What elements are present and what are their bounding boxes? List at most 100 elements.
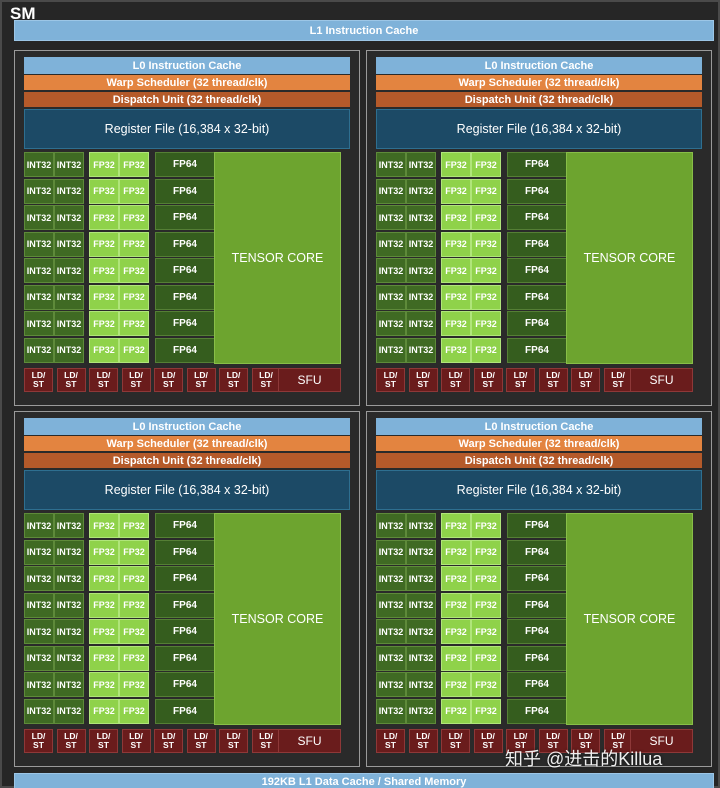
register-file: Register File (16,384 x 32-bit) bbox=[376, 109, 702, 149]
ld-st-label-bottom: ST bbox=[580, 740, 591, 750]
fp32-core: FP32 bbox=[471, 178, 501, 204]
fp32-core: FP32 bbox=[119, 592, 149, 618]
ld-st-label-bottom: ST bbox=[612, 379, 624, 389]
fp64-core: FP64 bbox=[155, 258, 215, 283]
l1-instruction-cache: L1 Instruction Cache bbox=[14, 20, 714, 41]
ld-st-unit: LD/ST bbox=[408, 729, 438, 753]
int32-core: INT32 bbox=[24, 513, 54, 538]
int32-core: INT32 bbox=[406, 592, 436, 618]
ld-st-label-top: LD/ bbox=[226, 731, 241, 741]
ld-st-label-bottom: ST bbox=[482, 740, 494, 750]
warp-scheduler: Warp Scheduler (32 thread/clk) bbox=[376, 436, 702, 451]
ld-st-label-bottom: ST bbox=[130, 379, 142, 389]
ld-st-label-bottom: ST bbox=[515, 740, 526, 750]
ld-st-label-bottom: ST bbox=[580, 379, 591, 389]
ld-st-unit: LD/ST bbox=[538, 368, 568, 392]
processing-partition: L0 Instruction Cache Warp Scheduler (32 t… bbox=[366, 50, 712, 406]
int32-core: INT32 bbox=[406, 258, 436, 283]
fp32-core: FP32 bbox=[119, 513, 149, 538]
ld-st-unit: LD/ST bbox=[186, 729, 216, 753]
execution-units: INT32 INT32 FP32 FP32 FP64 INT32 INT32 FP32 FP32… bbox=[367, 513, 713, 768]
tensor-core: TENSOR CORE bbox=[214, 513, 341, 725]
fp32-core: FP32 bbox=[119, 566, 149, 591]
fp64-core: FP64 bbox=[507, 513, 567, 538]
int32-core: INT32 bbox=[376, 258, 406, 283]
ld-st-label-bottom: ST bbox=[228, 379, 239, 389]
ld-st-label-top: LD/ bbox=[194, 370, 208, 380]
int32-core: INT32 bbox=[54, 205, 84, 230]
ld-st-label-bottom: ST bbox=[98, 740, 109, 750]
ld-st-label-top: LD/ bbox=[161, 731, 176, 741]
ld-st-unit: LD/ST bbox=[473, 729, 503, 753]
fp64-core: FP64 bbox=[155, 513, 215, 538]
fp32-core: FP32 bbox=[471, 539, 501, 565]
int32-core: INT32 bbox=[54, 592, 84, 618]
fp32-core: FP32 bbox=[441, 311, 471, 336]
int32-core: INT32 bbox=[376, 337, 406, 363]
int32-core: INT32 bbox=[406, 284, 436, 310]
ld-st-label-bottom: ST bbox=[260, 740, 272, 750]
ld-st-unit: LD/ST bbox=[251, 368, 281, 392]
fp64-core: FP64 bbox=[507, 284, 567, 310]
int32-core: INT32 bbox=[406, 152, 436, 177]
int32-core: INT32 bbox=[24, 672, 54, 697]
fp32-core: FP32 bbox=[119, 258, 149, 283]
fp32-core: FP32 bbox=[441, 672, 471, 697]
ld-st-label-bottom: ST bbox=[33, 379, 44, 389]
dispatch-unit: Dispatch Unit (32 thread/clk) bbox=[24, 453, 350, 468]
ld-st-unit: LD/ST bbox=[56, 368, 86, 392]
ld-st-unit: LD/ST bbox=[603, 368, 633, 392]
int32-core: INT32 bbox=[24, 231, 54, 257]
int32-core: INT32 bbox=[406, 539, 436, 565]
fp64-core: FP64 bbox=[155, 566, 215, 591]
fp64-core: FP64 bbox=[155, 231, 215, 257]
int32-core: INT32 bbox=[376, 178, 406, 204]
int32-core: INT32 bbox=[406, 178, 436, 204]
ld-st-label-bottom: ST bbox=[417, 379, 429, 389]
dispatch-unit: Dispatch Unit (32 thread/clk) bbox=[376, 453, 702, 468]
processing-partition: L0 Instruction Cache Warp Scheduler (32 t… bbox=[14, 411, 360, 767]
int32-core: INT32 bbox=[24, 284, 54, 310]
ld-st-unit: LD/ST bbox=[219, 368, 248, 392]
ld-st-label-bottom: ST bbox=[612, 740, 624, 750]
warp-scheduler: Warp Scheduler (32 thread/clk) bbox=[376, 75, 702, 90]
l0-instruction-cache: L0 Instruction Cache bbox=[24, 418, 350, 435]
fp32-core: FP32 bbox=[441, 645, 471, 671]
fp32-core: FP32 bbox=[119, 284, 149, 310]
fp32-core: FP32 bbox=[89, 645, 119, 671]
int32-core: INT32 bbox=[54, 284, 84, 310]
int32-core: INT32 bbox=[376, 311, 406, 336]
ld-st-unit: LD/ST bbox=[24, 729, 53, 753]
ld-st-unit: LD/ST bbox=[473, 368, 503, 392]
fp32-core: FP32 bbox=[471, 592, 501, 618]
ld-st-unit: LD/ST bbox=[571, 729, 600, 753]
register-file: Register File (16,384 x 32-bit) bbox=[24, 470, 350, 510]
int32-core: INT32 bbox=[376, 231, 406, 257]
fp32-core: FP32 bbox=[89, 698, 119, 724]
ld-st-label-bottom: ST bbox=[228, 740, 239, 750]
fp64-core: FP64 bbox=[507, 592, 567, 618]
ld-st-label-top: LD/ bbox=[259, 370, 273, 380]
int32-core: INT32 bbox=[376, 539, 406, 565]
fp32-core: FP32 bbox=[119, 311, 149, 336]
int32-core: INT32 bbox=[24, 337, 54, 363]
sfu-unit: SFU bbox=[278, 368, 341, 392]
ld-st-label-bottom: ST bbox=[515, 379, 526, 389]
ld-st-unit: LD/ST bbox=[89, 368, 118, 392]
ld-st-label-top: LD/ bbox=[96, 370, 111, 380]
fp64-core: FP64 bbox=[155, 619, 215, 644]
int32-core: INT32 bbox=[406, 513, 436, 538]
fp32-core: FP32 bbox=[471, 513, 501, 538]
ld-st-label-top: LD/ bbox=[64, 731, 78, 741]
fp32-core: FP32 bbox=[441, 205, 471, 230]
fp32-core: FP32 bbox=[471, 645, 501, 671]
int32-core: INT32 bbox=[376, 645, 406, 671]
fp64-core: FP64 bbox=[155, 672, 215, 697]
ld-st-label-top: LD/ bbox=[546, 731, 560, 741]
ld-st-label-top: LD/ bbox=[383, 731, 398, 741]
int32-core: INT32 bbox=[54, 645, 84, 671]
fp32-core: FP32 bbox=[471, 311, 501, 336]
fp32-core: FP32 bbox=[441, 231, 471, 257]
execution-units: INT32 INT32 FP32 FP32 FP64 INT32 INT32 FP32 FP32… bbox=[15, 513, 361, 768]
